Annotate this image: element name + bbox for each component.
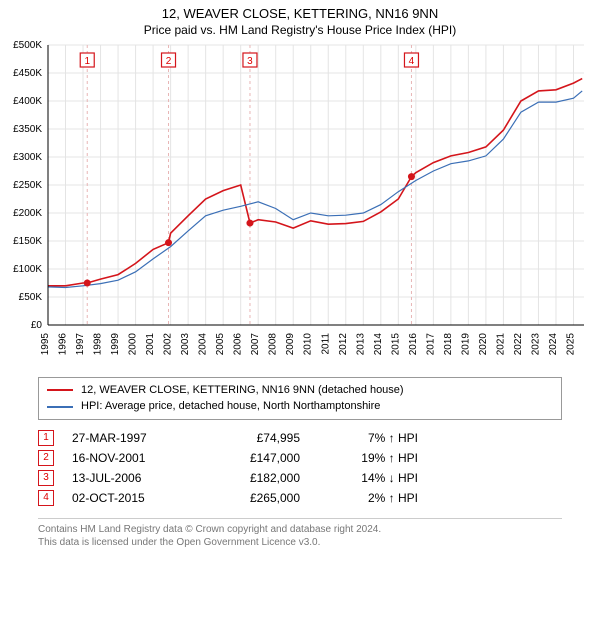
legend-label: HPI: Average price, detached house, Nort… xyxy=(81,398,380,415)
svg-text:2002: 2002 xyxy=(163,332,174,355)
sales-marker: 1 xyxy=(38,430,54,446)
svg-text:2009: 2009 xyxy=(285,332,296,355)
svg-text:£350K: £350K xyxy=(13,124,42,135)
footnote-line2: This data is licensed under the Open Gov… xyxy=(38,536,562,549)
svg-text:2020: 2020 xyxy=(478,332,489,355)
svg-text:£400K: £400K xyxy=(13,96,42,107)
svg-text:1998: 1998 xyxy=(93,332,104,355)
legend-label: 12, WEAVER CLOSE, KETTERING, NN16 9NN (d… xyxy=(81,382,404,399)
svg-text:1999: 1999 xyxy=(110,332,121,355)
legend-row: 12, WEAVER CLOSE, KETTERING, NN16 9NN (d… xyxy=(47,382,553,399)
svg-text:£200K: £200K xyxy=(13,208,42,219)
sales-row: 1 27-MAR-1997 £74,995 7% ↑ HPI xyxy=(38,428,562,448)
svg-text:2006: 2006 xyxy=(233,332,244,355)
chart-subtitle: Price paid vs. HM Land Registry's House … xyxy=(0,23,600,41)
svg-text:1996: 1996 xyxy=(58,332,69,355)
sales-table: 1 27-MAR-1997 £74,995 7% ↑ HPI 2 16-NOV-2001 £… xyxy=(38,428,562,508)
sales-price: £265,000 xyxy=(210,491,300,505)
sales-marker: 2 xyxy=(38,450,54,466)
svg-text:£100K: £100K xyxy=(13,264,42,275)
sales-price: £74,995 xyxy=(210,431,300,445)
svg-text:2024: 2024 xyxy=(548,332,559,355)
sales-diff: 14% ↓ HPI xyxy=(318,471,418,485)
sales-date: 27-MAR-1997 xyxy=(72,431,192,445)
chart-area: £0 £50K £100K £150K £200K £250K £300K £350K £400… xyxy=(0,41,600,371)
sales-date: 16-NOV-2001 xyxy=(72,451,192,465)
svg-text:2021: 2021 xyxy=(495,332,506,355)
svg-text:£300K: £300K xyxy=(13,152,42,163)
svg-text:£250K: £250K xyxy=(13,180,42,191)
svg-text:3: 3 xyxy=(247,56,253,67)
svg-text:2001: 2001 xyxy=(145,332,156,355)
legend-swatch xyxy=(47,389,73,391)
svg-text:4: 4 xyxy=(409,56,415,67)
chart-title: 12, WEAVER CLOSE, KETTERING, NN16 9NN xyxy=(0,0,600,23)
chart-svg: £0 £50K £100K £150K £200K £250K £300K £350K £400… xyxy=(0,41,600,371)
svg-text:2010: 2010 xyxy=(303,332,314,355)
sales-date: 13-JUL-2006 xyxy=(72,471,192,485)
legend-swatch xyxy=(47,406,73,408)
svg-text:2007: 2007 xyxy=(250,332,261,355)
svg-text:£150K: £150K xyxy=(13,236,42,247)
svg-text:1: 1 xyxy=(84,56,90,67)
svg-text:2: 2 xyxy=(166,56,172,67)
sales-row: 2 16-NOV-2001 £147,000 19% ↑ HPI xyxy=(38,448,562,468)
svg-text:£0: £0 xyxy=(31,320,43,331)
sales-diff: 19% ↑ HPI xyxy=(318,451,418,465)
svg-text:2004: 2004 xyxy=(198,332,209,355)
svg-text:2023: 2023 xyxy=(530,332,541,355)
svg-text:2016: 2016 xyxy=(408,332,419,355)
svg-text:2025: 2025 xyxy=(565,332,576,355)
legend: 12, WEAVER CLOSE, KETTERING, NN16 9NN (d… xyxy=(38,377,562,420)
sales-marker: 3 xyxy=(38,470,54,486)
svg-text:£500K: £500K xyxy=(13,41,42,51)
svg-text:2017: 2017 xyxy=(425,332,436,355)
footnote-line1: Contains HM Land Registry data © Crown c… xyxy=(38,523,562,536)
svg-text:2012: 2012 xyxy=(338,332,349,355)
sales-date: 02-OCT-2015 xyxy=(72,491,192,505)
svg-text:2015: 2015 xyxy=(390,332,401,355)
sales-marker: 4 xyxy=(38,490,54,506)
svg-text:2013: 2013 xyxy=(355,332,366,355)
svg-text:2018: 2018 xyxy=(443,332,454,355)
svg-text:2003: 2003 xyxy=(180,332,191,355)
svg-text:£450K: £450K xyxy=(13,68,42,79)
svg-text:2005: 2005 xyxy=(215,332,226,355)
svg-text:2000: 2000 xyxy=(128,332,139,355)
legend-row: HPI: Average price, detached house, Nort… xyxy=(47,398,553,415)
footnote: Contains HM Land Registry data © Crown c… xyxy=(38,518,562,549)
sales-diff: 2% ↑ HPI xyxy=(318,491,418,505)
svg-text:2011: 2011 xyxy=(320,332,331,354)
svg-text:2008: 2008 xyxy=(268,332,279,355)
svg-text:1997: 1997 xyxy=(75,332,86,355)
svg-text:2019: 2019 xyxy=(460,332,471,355)
svg-text:£50K: £50K xyxy=(19,292,43,303)
svg-text:2022: 2022 xyxy=(513,332,524,355)
sales-price: £182,000 xyxy=(210,471,300,485)
sales-diff: 7% ↑ HPI xyxy=(318,431,418,445)
sales-row: 4 02-OCT-2015 £265,000 2% ↑ HPI xyxy=(38,488,562,508)
sales-price: £147,000 xyxy=(210,451,300,465)
svg-text:2014: 2014 xyxy=(373,332,384,355)
svg-text:1995: 1995 xyxy=(40,332,51,355)
sales-row: 3 13-JUL-2006 £182,000 14% ↓ HPI xyxy=(38,468,562,488)
